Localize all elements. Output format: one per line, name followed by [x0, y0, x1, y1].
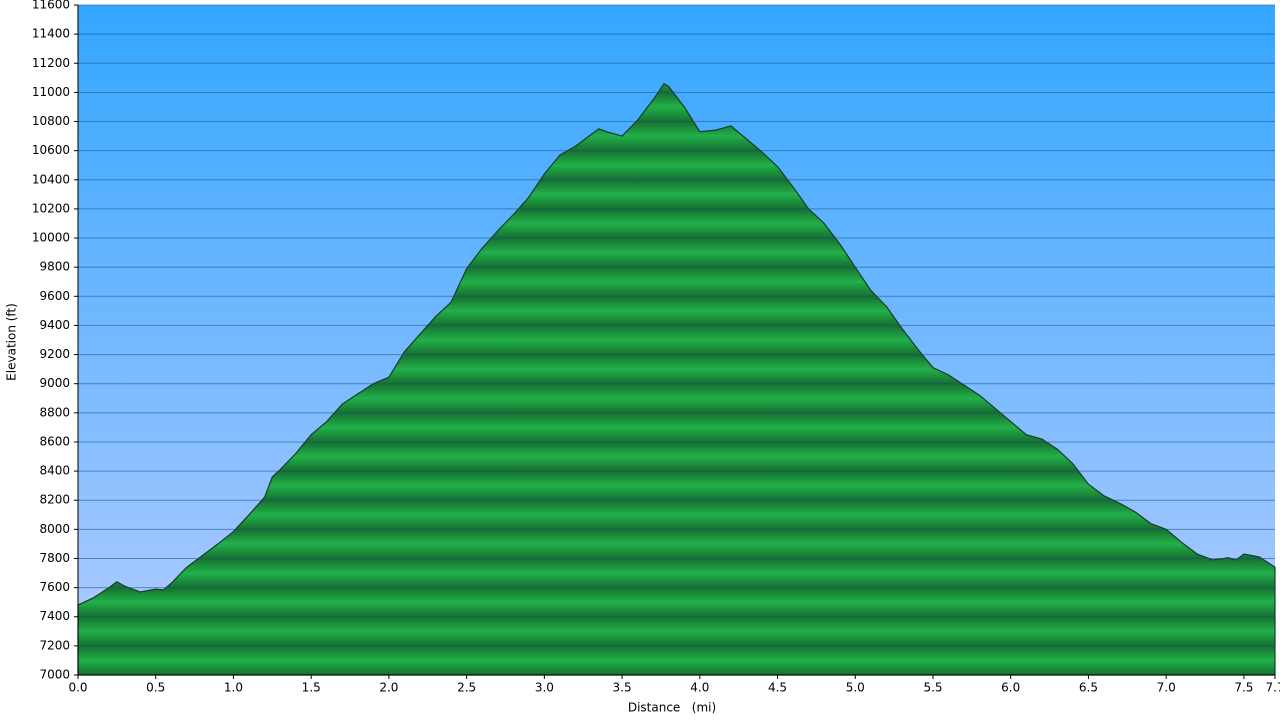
x-tick-label: 6.0 — [1001, 681, 1020, 695]
y-tick-label: 10800 — [32, 114, 70, 128]
y-tick-label: 8000 — [39, 522, 70, 536]
y-axis-label: Elevation (ft) — [5, 303, 19, 381]
y-tick-label: 10400 — [32, 172, 70, 186]
y-tick-label: 9800 — [39, 260, 70, 274]
x-tick-label: 0.0 — [68, 681, 87, 695]
x-tick-label: 6.5 — [1079, 681, 1098, 695]
y-tick-label: 9400 — [39, 318, 70, 332]
x-tick-label: 1.0 — [224, 681, 243, 695]
y-tick-label: 9600 — [39, 289, 70, 303]
y-tick-label: 7400 — [39, 609, 70, 623]
y-tick-label: 10200 — [32, 201, 70, 215]
y-tick-label: 7600 — [39, 580, 70, 594]
y-tick-label: 11600 — [32, 0, 70, 12]
x-tick-label: 5.5 — [923, 681, 942, 695]
y-tick-label: 11000 — [32, 85, 70, 99]
x-tick-label: 7.5 — [1234, 681, 1253, 695]
y-tick-label: 7000 — [39, 668, 70, 682]
x-tick-label: 4.0 — [690, 681, 709, 695]
x-tick-label: 3.5 — [613, 681, 632, 695]
y-tick-label: 11400 — [32, 27, 70, 41]
x-tick-label: 4.5 — [768, 681, 787, 695]
y-tick-label: 11200 — [32, 56, 70, 70]
x-tick-label: 2.0 — [379, 681, 398, 695]
y-tick-label: 7200 — [39, 638, 70, 652]
y-tick-label: 8800 — [39, 405, 70, 419]
y-tick-label: 9000 — [39, 376, 70, 390]
x-tick-label: 7.7 — [1265, 681, 1280, 695]
x-tick-label: 3.0 — [535, 681, 554, 695]
y-tick-label: 8200 — [39, 493, 70, 507]
x-tick-label: 5.0 — [846, 681, 865, 695]
x-tick-label: 7.0 — [1157, 681, 1176, 695]
y-tick-label: 10600 — [32, 143, 70, 157]
y-tick-label: 8600 — [39, 434, 70, 448]
x-axis-label: Distance (mi) — [628, 701, 716, 715]
x-tick-label: 2.5 — [457, 681, 476, 695]
x-tick-label: 0.5 — [146, 681, 165, 695]
x-tick-label: 1.5 — [302, 681, 321, 695]
y-tick-label: 9200 — [39, 347, 70, 361]
y-tick-label: 8400 — [39, 464, 70, 478]
y-tick-label: 10000 — [32, 231, 70, 245]
y-tick-label: 7800 — [39, 551, 70, 565]
